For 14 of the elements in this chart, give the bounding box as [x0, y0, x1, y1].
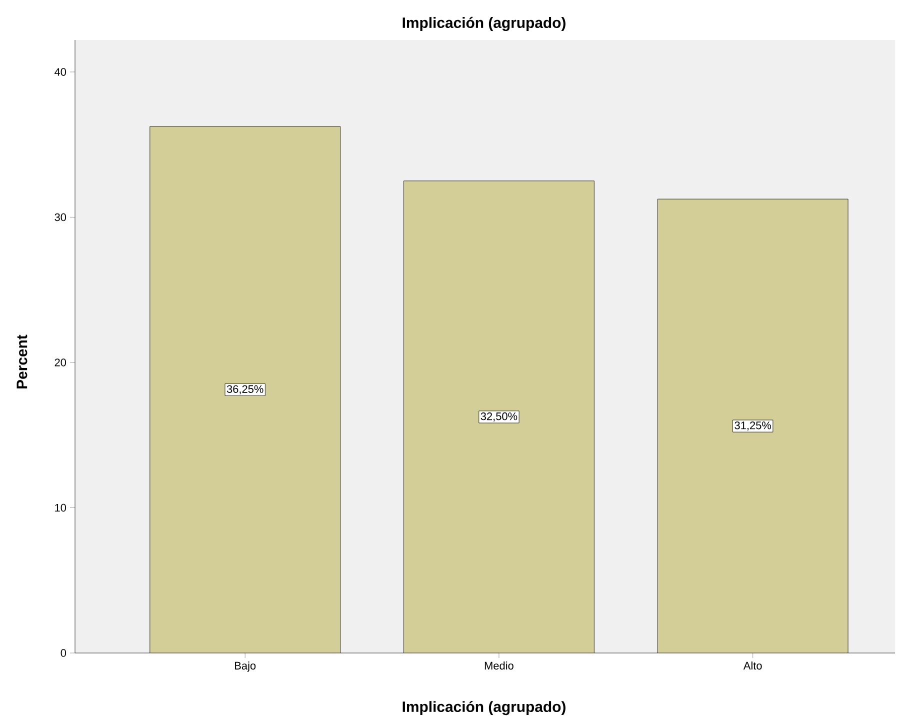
y-tick-label: 30 — [54, 213, 66, 222]
y-tick-label: 0 — [60, 649, 66, 657]
x-axis-title: Implicación (agrupado) — [402, 700, 566, 716]
y-tick-label: 10 — [55, 504, 66, 512]
y-tick-label: 20 — [54, 358, 66, 366]
data-label: 31,25% — [734, 422, 772, 431]
x-tick-label: Bajo — [235, 662, 256, 672]
data-label: 36,25% — [226, 385, 264, 394]
x-tick-label: Medio — [484, 662, 514, 670]
x-tick-label: Alto — [743, 662, 762, 670]
chart-title: Implicación (agrupado) — [402, 16, 566, 32]
data-label: 32,50% — [480, 412, 518, 422]
y-tick-label: 40 — [54, 68, 66, 76]
y-axis-title: Percent — [16, 334, 28, 388]
